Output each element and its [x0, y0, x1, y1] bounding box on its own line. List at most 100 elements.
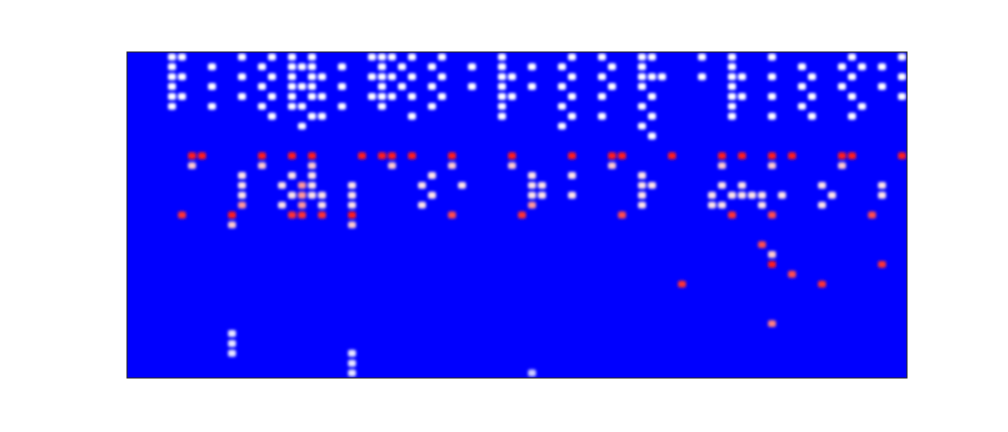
cell	[428, 63, 436, 70]
cell	[428, 172, 436, 179]
cell	[838, 152, 846, 159]
cell	[298, 212, 306, 219]
cell	[768, 212, 776, 219]
cell	[168, 93, 176, 100]
cell	[528, 202, 536, 209]
cell	[558, 123, 566, 130]
cell	[848, 152, 856, 159]
cell	[708, 192, 716, 199]
cell	[298, 123, 306, 130]
cell	[638, 53, 646, 60]
cell	[368, 73, 376, 80]
cell	[878, 83, 886, 90]
cell	[778, 192, 786, 199]
cell	[518, 212, 526, 219]
cell	[388, 73, 396, 80]
cell	[198, 152, 206, 159]
cell	[738, 182, 746, 189]
cell	[408, 113, 416, 120]
cell	[728, 83, 736, 90]
cell	[638, 182, 646, 189]
cell	[848, 73, 856, 80]
cell	[348, 202, 356, 209]
cell	[528, 172, 536, 179]
cell	[308, 182, 316, 189]
cell	[188, 152, 196, 159]
cell	[308, 172, 316, 179]
cell	[738, 192, 746, 199]
cell	[278, 182, 286, 189]
cell	[678, 281, 686, 288]
cell	[608, 152, 616, 159]
cell	[718, 202, 726, 209]
cell	[178, 93, 186, 100]
cell	[258, 162, 266, 169]
cell	[338, 63, 346, 70]
cell	[398, 83, 406, 90]
cell	[378, 53, 386, 60]
cell	[858, 63, 866, 70]
cell	[438, 73, 446, 80]
cell	[468, 63, 476, 70]
cell	[818, 281, 826, 288]
cell	[238, 182, 246, 189]
cell	[538, 192, 546, 199]
cell	[648, 182, 656, 189]
cell	[608, 162, 616, 169]
cell	[788, 152, 796, 159]
cell	[728, 192, 736, 199]
cell	[288, 212, 296, 219]
cell	[658, 73, 666, 80]
cell	[768, 53, 776, 60]
cell	[288, 73, 296, 80]
cell	[508, 73, 516, 80]
cell	[568, 113, 576, 120]
cell	[238, 93, 246, 100]
cell	[868, 212, 876, 219]
chart	[0, 0, 1008, 432]
cell	[698, 53, 706, 60]
cell	[288, 103, 296, 110]
cell	[768, 320, 776, 327]
cell	[268, 93, 276, 100]
cell	[508, 162, 516, 169]
cell	[178, 73, 186, 80]
cell	[388, 93, 396, 100]
cell	[758, 192, 766, 199]
cell	[298, 103, 306, 110]
cell	[268, 113, 276, 120]
cell	[668, 152, 676, 159]
cell	[638, 123, 646, 130]
cell	[378, 63, 386, 70]
cell	[878, 63, 886, 70]
cell	[318, 73, 326, 80]
cell	[318, 93, 326, 100]
cell	[308, 83, 316, 90]
cell	[898, 73, 906, 80]
cell	[568, 192, 576, 199]
cell	[408, 152, 416, 159]
cell	[598, 93, 606, 100]
cell	[228, 330, 236, 337]
cell	[878, 182, 886, 189]
cell	[388, 162, 396, 169]
cell	[768, 261, 776, 268]
cell	[208, 103, 216, 110]
cell	[448, 152, 456, 159]
cell	[348, 192, 356, 199]
cell	[698, 73, 706, 80]
cell	[648, 53, 656, 60]
cell	[168, 103, 176, 110]
cell	[238, 202, 246, 209]
cell	[838, 83, 846, 90]
cell	[208, 63, 216, 70]
cell	[558, 103, 566, 110]
cell	[258, 83, 266, 90]
cell	[258, 103, 266, 110]
cell	[558, 83, 566, 90]
cell	[728, 63, 736, 70]
cell	[498, 63, 506, 70]
cell	[368, 53, 376, 60]
cell	[738, 152, 746, 159]
cell	[528, 182, 536, 189]
